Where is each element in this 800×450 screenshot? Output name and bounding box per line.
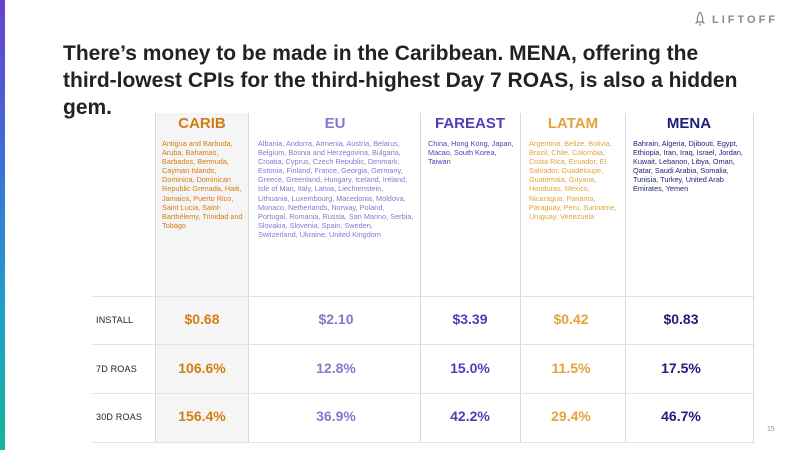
liftoff-logo: LIFTOFF	[694, 12, 778, 28]
cell-value: $3.39	[452, 311, 488, 327]
column-header: FAREAST	[434, 115, 505, 132]
cell-value: 11.5%	[551, 360, 591, 376]
column-header: EU	[324, 115, 346, 132]
carib-column-background	[155, 113, 248, 443]
cell-value: 46.7%	[661, 408, 701, 424]
cell-value: 36.9%	[316, 408, 356, 424]
cell-value: 156.4%	[178, 408, 226, 424]
country-list: Albania, Andorra, Armenia, Austria, Bela…	[258, 139, 414, 239]
logo-text: LIFTOFF	[712, 14, 779, 26]
row-label-7d-roas: 7D ROAS	[96, 364, 137, 374]
page-number: 15	[767, 426, 775, 433]
cell-value: 29.4%	[551, 408, 591, 424]
cell-value: $0.83	[663, 311, 699, 327]
cell-value: 15.0%	[450, 360, 490, 376]
row-divider	[92, 296, 755, 297]
region-table	[155, 113, 755, 443]
column-fareast: FAREAST China, Hong Kong, Japan, Macao, …	[422, 113, 518, 298]
column-divider	[520, 113, 521, 443]
cell-value: 17.5%	[661, 360, 701, 376]
column-eu: EU Albania, Andorra, Armenia, Austria, B…	[252, 113, 418, 298]
column-divider	[625, 113, 626, 443]
cell-value: 12.8%	[316, 360, 356, 376]
row-divider	[92, 442, 755, 443]
country-list: Antigua and Barbuda, Aruba, Bahamas, Bar…	[162, 139, 243, 230]
row-divider	[92, 393, 755, 394]
country-list: Argentina, Belize, Bolivia, Brazil, Chil…	[529, 139, 617, 221]
cell-value: $0.42	[553, 311, 589, 327]
column-divider	[248, 113, 249, 443]
column-divider	[155, 113, 156, 443]
column-divider	[420, 113, 421, 443]
slide-title: There’s money to be made in the Caribbea…	[63, 42, 738, 119]
row-label-30d-roas: 30D ROAS	[96, 412, 143, 422]
column-carib: CARIB Antigua and Barbuda, Aruba, Bahama…	[156, 113, 248, 298]
column-latam: LATAM Argentina, Belize, Bolivia, Brazil…	[523, 113, 623, 298]
column-header: MENA	[666, 115, 712, 132]
country-list: Bahrain, Algeria, Djibouti, Egypt, Ethio…	[633, 139, 743, 194]
cell-value: $0.68	[184, 311, 220, 327]
country-list: China, Hong Kong, Japan, Macao, South Ko…	[428, 139, 514, 167]
cell-value: 42.2%	[450, 408, 490, 424]
row-label-install: INSTALL	[96, 315, 134, 325]
column-header: CARIB	[178, 115, 226, 132]
row-divider	[92, 344, 755, 345]
rocket-icon	[695, 12, 705, 27]
cell-value: 106.6%	[178, 360, 226, 376]
accent-bar	[0, 0, 5, 450]
column-mena: MENA Bahrain, Algeria, Djibouti, Egypt, …	[627, 113, 751, 298]
column-header: LATAM	[547, 115, 599, 132]
column-divider	[753, 113, 754, 443]
cell-value: $2.10	[318, 311, 354, 327]
